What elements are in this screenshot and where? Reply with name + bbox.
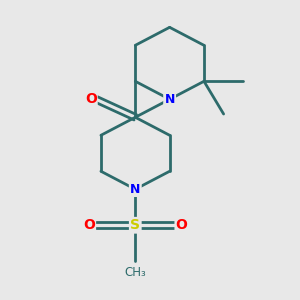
Text: S: S [130, 218, 140, 232]
Text: N: N [130, 183, 140, 196]
Text: CH₃: CH₃ [124, 266, 146, 279]
Text: O: O [175, 218, 187, 232]
Text: O: O [85, 92, 97, 106]
Text: O: O [83, 218, 95, 232]
Text: N: N [164, 93, 175, 106]
